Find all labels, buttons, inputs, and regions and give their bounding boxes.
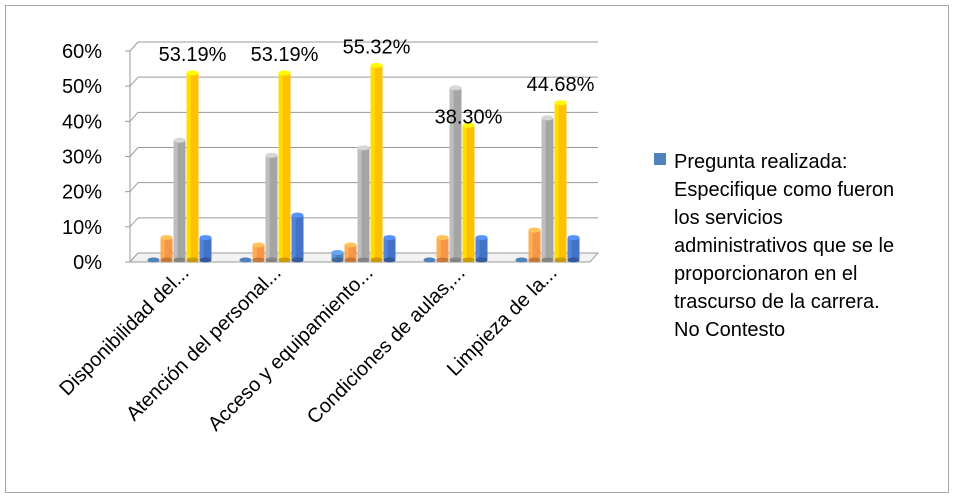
bar-base bbox=[291, 257, 304, 263]
bar-zero bbox=[423, 257, 436, 263]
data-label: 44.68% bbox=[527, 74, 595, 96]
bar-highlight bbox=[383, 237, 388, 260]
gridline-side bbox=[129, 41, 139, 52]
bar-highlight bbox=[186, 72, 191, 260]
bar-base bbox=[449, 257, 462, 263]
bar-top bbox=[528, 227, 541, 233]
bar-highlight bbox=[252, 245, 257, 260]
bar-base bbox=[436, 257, 449, 263]
bar-highlight bbox=[541, 117, 546, 260]
data-label: 55.32% bbox=[343, 36, 411, 58]
bar-base bbox=[186, 257, 199, 263]
bar-highlight bbox=[265, 155, 270, 260]
gridline-side bbox=[129, 112, 139, 122]
bar-base bbox=[265, 257, 278, 263]
bar-highlight bbox=[475, 237, 480, 260]
bar-top bbox=[173, 137, 186, 143]
bar-highlight bbox=[344, 245, 349, 260]
bar-base bbox=[370, 257, 383, 263]
bar-base bbox=[357, 257, 370, 263]
bar-top bbox=[567, 235, 580, 241]
y-tick-label: 10% bbox=[62, 217, 102, 239]
bar-top bbox=[462, 122, 475, 128]
bar-highlight bbox=[370, 65, 375, 260]
bar-highlight bbox=[173, 140, 178, 260]
bar-zero bbox=[147, 257, 160, 263]
bar-top bbox=[554, 100, 567, 106]
bar-top bbox=[252, 242, 265, 248]
bar-highlight bbox=[436, 237, 441, 260]
bar-top bbox=[541, 115, 554, 121]
y-tick-label: 20% bbox=[62, 182, 102, 204]
gridline-side bbox=[129, 217, 139, 228]
bar-highlight bbox=[554, 102, 559, 260]
bar-top bbox=[436, 235, 449, 241]
bar-highlight bbox=[462, 125, 467, 260]
y-tick-label: 50% bbox=[62, 76, 102, 98]
bar-base bbox=[344, 257, 357, 263]
y-tick-label: 60% bbox=[62, 41, 102, 63]
bar-base bbox=[567, 257, 580, 263]
bar-top bbox=[449, 85, 462, 91]
bar-highlight bbox=[567, 237, 572, 260]
y-tick-label: 30% bbox=[62, 147, 102, 169]
bar-highlight bbox=[357, 147, 362, 260]
bar-base bbox=[383, 257, 396, 263]
bar-highlight bbox=[278, 72, 283, 260]
bar-base bbox=[554, 257, 567, 263]
bar-highlight bbox=[331, 252, 336, 260]
bar-top bbox=[291, 212, 304, 218]
y-tick-label: 0% bbox=[73, 252, 102, 274]
data-label: 53.19% bbox=[159, 44, 227, 66]
bar-base bbox=[160, 257, 173, 263]
bar-top bbox=[278, 70, 291, 76]
category-label: Condiciones de aulas,... bbox=[303, 262, 470, 429]
bar-zero bbox=[239, 257, 252, 263]
bar bbox=[331, 252, 344, 260]
category-label: Acceso y equipamiento... bbox=[204, 262, 378, 436]
bar-top bbox=[265, 152, 278, 158]
bar-highlight bbox=[199, 237, 204, 260]
gridline-side bbox=[129, 182, 139, 192]
bar-zero bbox=[515, 257, 528, 263]
bar-highlight bbox=[449, 87, 454, 260]
bar-top bbox=[331, 250, 344, 256]
category-label: Atención del personal... bbox=[122, 262, 285, 425]
bar-top bbox=[357, 145, 370, 151]
legend-label: Pregunta realizada: Especifique como fue… bbox=[674, 151, 895, 341]
legend-swatch bbox=[654, 153, 666, 165]
bar-base bbox=[475, 257, 488, 263]
bar-highlight bbox=[528, 230, 533, 260]
bar-base bbox=[331, 257, 344, 263]
y-tick-label: 40% bbox=[62, 111, 102, 133]
bar-base bbox=[173, 257, 186, 263]
bar-top bbox=[199, 235, 212, 241]
bar-base bbox=[528, 257, 541, 263]
bar-top bbox=[344, 242, 357, 248]
gridline-side bbox=[129, 76, 139, 87]
bar-highlight bbox=[160, 237, 165, 260]
bar-top bbox=[186, 70, 199, 76]
bar-top bbox=[383, 235, 396, 241]
data-label: 53.19% bbox=[251, 44, 319, 66]
bar-base bbox=[252, 257, 265, 263]
data-label: 38.30% bbox=[435, 106, 503, 128]
bar-base bbox=[462, 257, 475, 263]
bar-base bbox=[278, 257, 291, 263]
bar-top bbox=[370, 62, 383, 68]
bar-top bbox=[475, 235, 488, 241]
bar-base bbox=[541, 257, 554, 263]
bar-top bbox=[160, 235, 173, 241]
gridline-side bbox=[129, 147, 139, 157]
bar-highlight bbox=[291, 215, 296, 260]
bar-base bbox=[199, 257, 212, 263]
